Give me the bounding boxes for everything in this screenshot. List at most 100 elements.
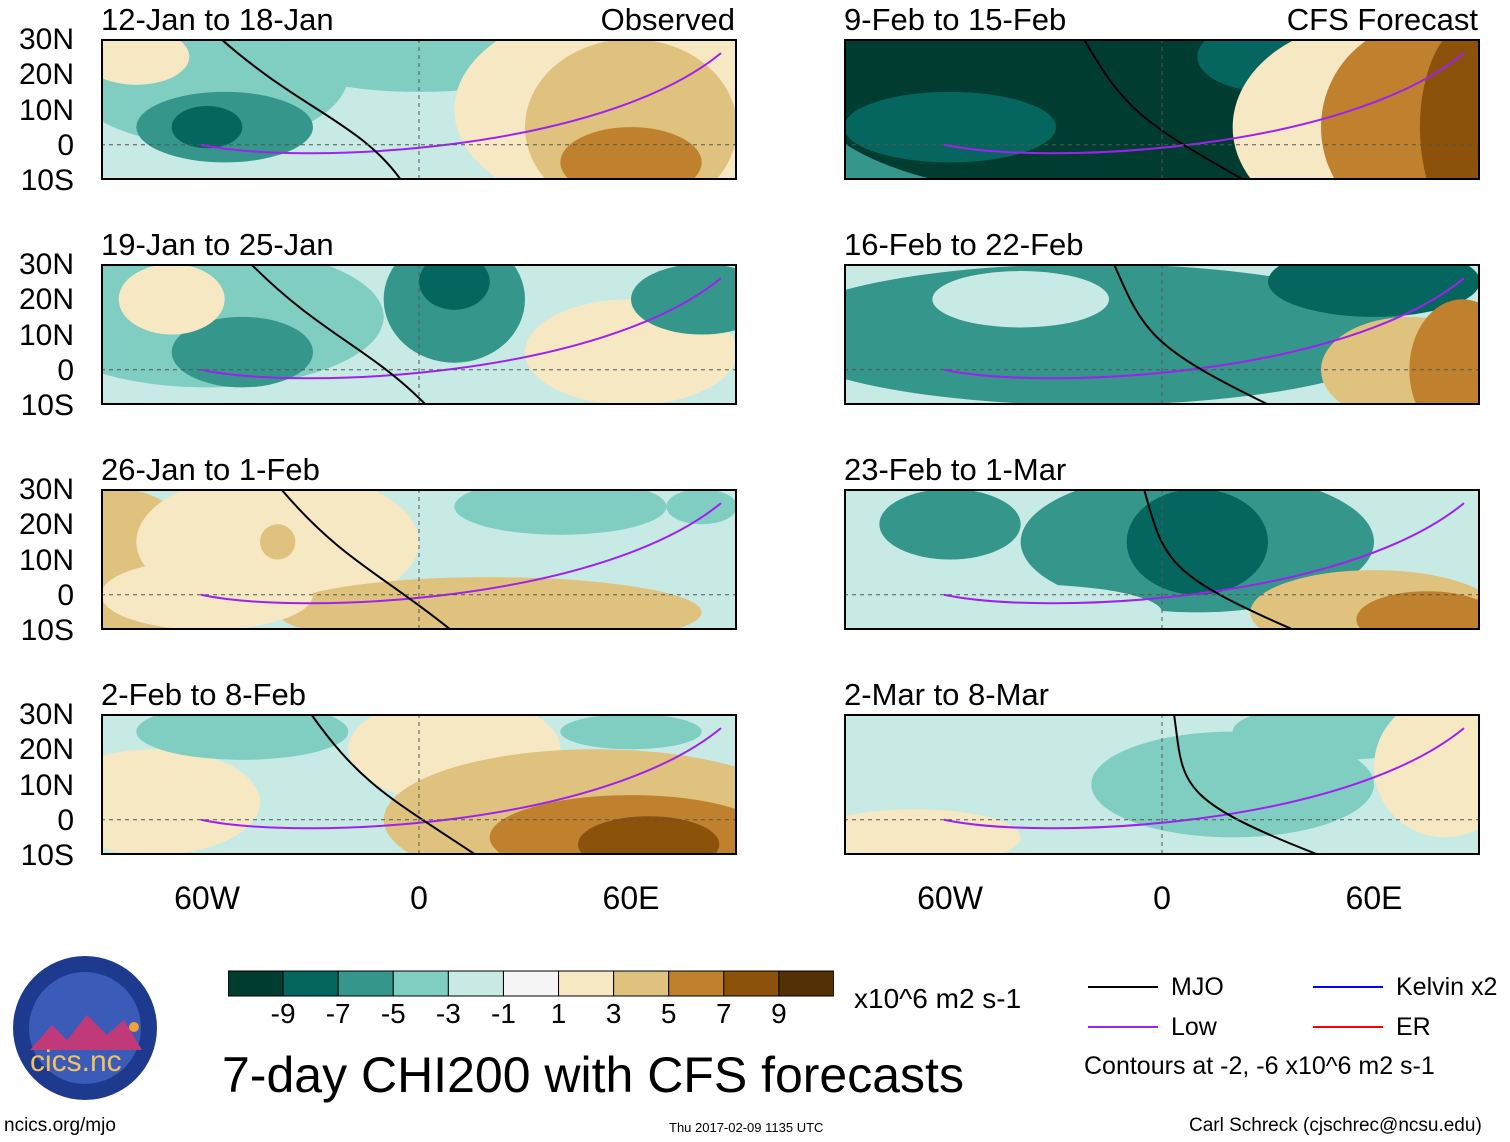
- cics-logo: cics.nc: [12, 955, 158, 1101]
- lat-tick-label: 30N: [18, 248, 74, 281]
- colorbar-swatch: [668, 970, 725, 997]
- panel-title: 16-Feb to 22-Feb: [844, 227, 1084, 262]
- lat-tick-label: 0: [57, 803, 74, 837]
- colorbar-swatch: [227, 970, 284, 997]
- map-panel: [808, 0, 1510, 233]
- contour-line: [943, 502, 1465, 605]
- map-shading: [808, 696, 1510, 866]
- lat-tick-label: 10S: [20, 839, 74, 872]
- panel-title: 12-Jan to 18-Jan: [101, 2, 334, 37]
- panel-title: 9-Feb to 15-Feb: [844, 2, 1067, 37]
- shading-region: [666, 489, 738, 525]
- map-panel: [65, 3, 808, 216]
- shading-region: [118, 264, 225, 335]
- colorbar-label: -5: [380, 998, 406, 1029]
- shading-region: [932, 271, 1109, 328]
- panel-frame: [844, 489, 1480, 630]
- panel-title: 19-Jan to 25-Jan: [101, 227, 334, 262]
- shading-region: [83, 28, 190, 85]
- colorbar-swatch: [613, 970, 670, 997]
- shading-region: [1374, 696, 1510, 838]
- footer-credit: Carl Schreck (cjschrec@ncsu.edu): [1189, 1115, 1482, 1136]
- colorbar-label: 7: [716, 998, 732, 1029]
- legend-line: [1313, 1026, 1383, 1028]
- footer-timestamp: Thu 2017-02-09 1135 UTC: [669, 1120, 824, 1135]
- map-shading: [30, 235, 773, 406]
- shading-region: [136, 703, 349, 760]
- colorbar-swatch: [337, 970, 394, 997]
- colorbar-swatch: [447, 970, 504, 997]
- shading-region: [844, 91, 1056, 163]
- shading-region: [879, 714, 1021, 785]
- map-panel: [773, 246, 1510, 441]
- shading-region: [454, 478, 667, 535]
- contour-line: [1113, 263, 1270, 406]
- colorbar-label: 9: [771, 998, 787, 1029]
- lon-tick-label: 0: [410, 880, 428, 916]
- colorbar-label: -3: [435, 998, 461, 1029]
- lon-tick-label: 60E: [602, 880, 660, 916]
- contour-line: [280, 488, 452, 631]
- panel-frame: [101, 39, 737, 180]
- lon-tick-label: 60E: [1345, 880, 1403, 916]
- lat-tick-label: 20N: [18, 58, 74, 92]
- lat-tick-label: 20N: [18, 508, 74, 542]
- colorbar-swatch: [282, 970, 339, 997]
- panel-frame: [101, 489, 737, 630]
- map-panel: [844, 471, 1498, 655]
- lat-tick-label: 10S: [20, 389, 74, 422]
- shading-region: [879, 489, 1021, 560]
- lat-tick-label: 10N: [18, 93, 74, 127]
- shading-region: [560, 714, 702, 750]
- contour-line: [1143, 488, 1295, 631]
- panel-title: 2-Mar to 8-Mar: [844, 677, 1049, 712]
- panel-frame: [101, 714, 737, 855]
- colorbar-label: 3: [605, 998, 622, 1029]
- shading-region: [879, 584, 1162, 641]
- map-shading: [773, 246, 1510, 441]
- colorbar-label: -7: [325, 998, 351, 1029]
- panel-title: 2-Feb to 8-Feb: [101, 677, 307, 712]
- legend-label: ER: [1396, 1013, 1431, 1041]
- panel-title: 23-Feb to 1-Mar: [844, 452, 1067, 487]
- contour-line: [220, 38, 402, 181]
- colorbar-label: 1: [550, 998, 567, 1029]
- contour-line: [200, 502, 722, 605]
- panel-frame: [844, 714, 1480, 855]
- lon-tick-label: 0: [1153, 880, 1171, 916]
- lon-tick-label: 60W: [917, 880, 983, 916]
- lat-tick-label: 20N: [18, 733, 74, 767]
- shading-region: [419, 253, 490, 310]
- legend-line: [1313, 986, 1383, 988]
- map-panel: [30, 235, 773, 410]
- figure-title: 7-day CHI200 with CFS forecasts: [222, 1047, 964, 1103]
- logo-text: cics.nc: [30, 1045, 122, 1078]
- lat-tick-label: 30N: [18, 698, 74, 731]
- panel-frame: [844, 39, 1480, 180]
- lat-tick-label: 0: [57, 128, 74, 162]
- panel-frame: [101, 264, 737, 405]
- legend-line: [1088, 986, 1158, 988]
- contour-line: [200, 52, 722, 155]
- lat-tick-label: 20N: [18, 283, 74, 317]
- colorbar-label: -1: [491, 998, 516, 1029]
- footer-url[interactable]: ncics.org/mjo: [4, 1115, 116, 1136]
- colorbar-swatch: [502, 970, 560, 997]
- contour-line: [310, 713, 477, 856]
- map-panel: [808, 696, 1510, 866]
- contour-line: [1083, 38, 1245, 181]
- colorbar-swatch: [778, 970, 835, 997]
- shading-region: [171, 105, 243, 149]
- lat-tick-label: 10S: [20, 614, 74, 647]
- colorbar-swatch: [558, 970, 615, 997]
- colorbar-swatch: [392, 970, 449, 997]
- contour-line: [1173, 713, 1320, 856]
- colorbar: [227, 970, 835, 1003]
- colorbar-label: 5: [660, 998, 677, 1029]
- contour-line: [200, 727, 722, 830]
- colorbar-label: -9: [270, 998, 296, 1029]
- map-panel: [30, 471, 738, 666]
- map-shading: [808, 0, 1510, 233]
- map-shading: [844, 471, 1498, 655]
